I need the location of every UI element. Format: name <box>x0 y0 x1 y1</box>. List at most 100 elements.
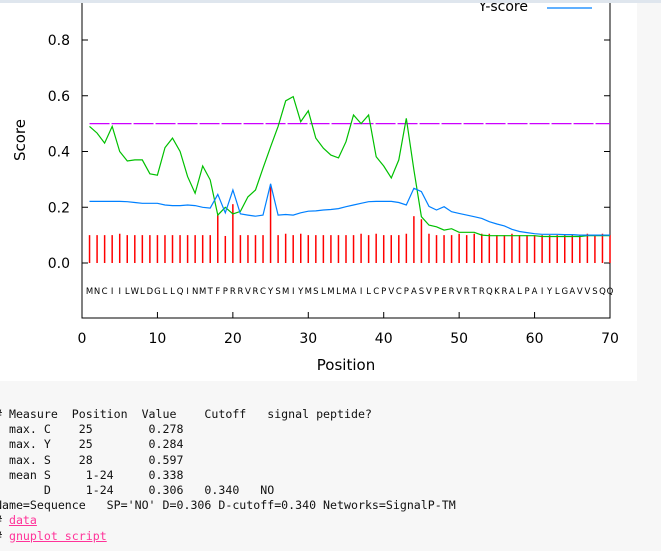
report-row: max. S 28 0.597 <box>0 452 184 467</box>
sequence-residue: A <box>509 287 515 297</box>
sequence-residue: Q <box>599 287 606 297</box>
sequence-residue: F <box>215 287 220 297</box>
sequence-residue: A <box>569 287 575 297</box>
sequence-residue: I <box>118 287 121 297</box>
sequence-residue: Y <box>297 287 304 297</box>
sequence-residue: L <box>336 287 341 297</box>
sequence-residue: L <box>170 287 175 297</box>
sequence-residue: R <box>237 287 243 297</box>
sequence-residue: G <box>154 287 161 297</box>
sequence-residue: R <box>449 287 455 297</box>
y-tick-label: 0.4 <box>48 145 70 161</box>
sequence-residue: I <box>186 287 189 297</box>
sequence-residue: P <box>381 287 386 297</box>
sequence-residue: M <box>282 287 289 297</box>
x-tick-label: 30 <box>299 331 317 347</box>
sequence-residue: V <box>388 287 394 297</box>
sequence-residue: M <box>86 287 93 297</box>
sequence-residue: M <box>305 287 312 297</box>
sequence-residue: L <box>321 287 326 297</box>
report-row: max. C 25 0.278 <box>0 422 184 437</box>
score-chart: 0.0 0.2 0.4 0.6 0.8 0 10 20 30 40 50 60 70 Position Sc… <box>11 0 619 374</box>
sequence-residue: V <box>577 287 583 297</box>
report-row: max. Y 25 0.284 <box>0 437 184 452</box>
sequence-residue: C <box>260 287 266 297</box>
sequence-residue: R <box>230 287 236 297</box>
sequence-residue: N <box>192 287 198 297</box>
sequence-residue: P <box>434 287 439 297</box>
sequence-residue: V <box>245 287 251 297</box>
sequence-residue: A <box>532 287 538 297</box>
sequence-residue: I <box>292 287 295 297</box>
sequence-residue: L <box>140 287 145 297</box>
x-tick-label: 20 <box>224 331 242 347</box>
sequence-residue: C <box>373 287 379 297</box>
legend-label: Y-score <box>477 0 528 15</box>
sequence-residue: P <box>404 287 409 297</box>
sequence-residue: C <box>396 287 402 297</box>
y-score-line <box>89 183 610 236</box>
report-row: mean S 1-24 0.338 <box>0 467 184 482</box>
y-tick-label: 0.6 <box>48 89 70 105</box>
signalp-plot: 0.0 0.2 0.4 0.6 0.8 0 10 20 30 40 50 60 70 Position Sc… <box>11 0 619 374</box>
x-tick-label: 40 <box>375 331 393 347</box>
sequence-residue: S <box>275 287 280 297</box>
link-prefix: # <box>0 529 9 543</box>
x-tick-label: 60 <box>526 331 544 347</box>
sequence-residue: V <box>584 287 590 297</box>
sequence-residue: Q <box>607 287 614 297</box>
sequence-residue: T <box>471 287 478 297</box>
sequence-residue: K <box>494 287 500 297</box>
x-axis-label: Position <box>317 356 375 374</box>
sequence-residue: S <box>313 287 318 297</box>
sequence-residue: P <box>223 287 228 297</box>
sequence-residue: Q <box>486 287 493 297</box>
sequence-residue: A <box>351 287 357 297</box>
sequence-residue: R <box>253 287 259 297</box>
report-header: # Measure Position Value Cutoff signal p… <box>0 407 372 421</box>
x-tick-label: 10 <box>149 331 167 347</box>
sequence-residue: Y <box>267 287 274 297</box>
sequence-residue: P <box>524 287 529 297</box>
link-prefix: # <box>0 513 9 527</box>
sequence-residue: L <box>366 287 371 297</box>
s-score-line <box>89 95 610 238</box>
gnuplot-script-link[interactable]: gnuplot script <box>8 528 107 543</box>
sequence-residue: V <box>456 287 462 297</box>
report-row: D 1-24 0.306 0.340 NO <box>0 483 275 498</box>
y-axis-label: Score <box>11 119 29 161</box>
y-tick-label: 0.2 <box>48 200 70 216</box>
y-tick-label: 0.0 <box>48 256 70 272</box>
sequence-residue: I <box>360 287 363 297</box>
sequence-residue: D <box>147 287 154 297</box>
data-link[interactable]: data <box>8 513 37 528</box>
x-tick-label: 70 <box>601 331 619 347</box>
sequence-residue: L <box>163 287 168 297</box>
sequence-residue: T <box>207 287 214 297</box>
plot-frame <box>81 0 611 319</box>
sequence-residue: R <box>479 287 485 297</box>
sequence-residue: I <box>541 287 544 297</box>
sequence-residue: W <box>131 287 140 297</box>
y-tick-label: 0.8 <box>48 33 70 49</box>
sequence-residue: C <box>102 287 108 297</box>
sequence-residue: A <box>411 287 417 297</box>
sequence-residue: S <box>592 287 597 297</box>
sequence-residue: I <box>111 287 114 297</box>
sequence-residue: M <box>199 287 206 297</box>
sequence-residue: V <box>426 287 432 297</box>
sequence-residue: Y <box>546 287 553 297</box>
sequence-residue: M <box>327 287 334 297</box>
sequence-residue: N <box>94 287 100 297</box>
sequence-residue: R <box>464 287 470 297</box>
sequence-residue: S <box>419 287 424 297</box>
signalp-report: # Measure Position Value Cutoff signal p… <box>0 407 456 544</box>
sequence-residue: G <box>561 287 568 297</box>
x-tick-label: 0 <box>78 331 87 347</box>
sequence-residue: E <box>441 287 446 297</box>
report-summary: Name=Sequence SP='NO' D=0.306 D-cutoff=0… <box>0 498 456 513</box>
x-tick-label: 50 <box>450 331 468 347</box>
sequence-residue: Q <box>177 287 184 297</box>
sequence-residue: R <box>501 287 507 297</box>
sequence-residue: L <box>555 287 560 297</box>
